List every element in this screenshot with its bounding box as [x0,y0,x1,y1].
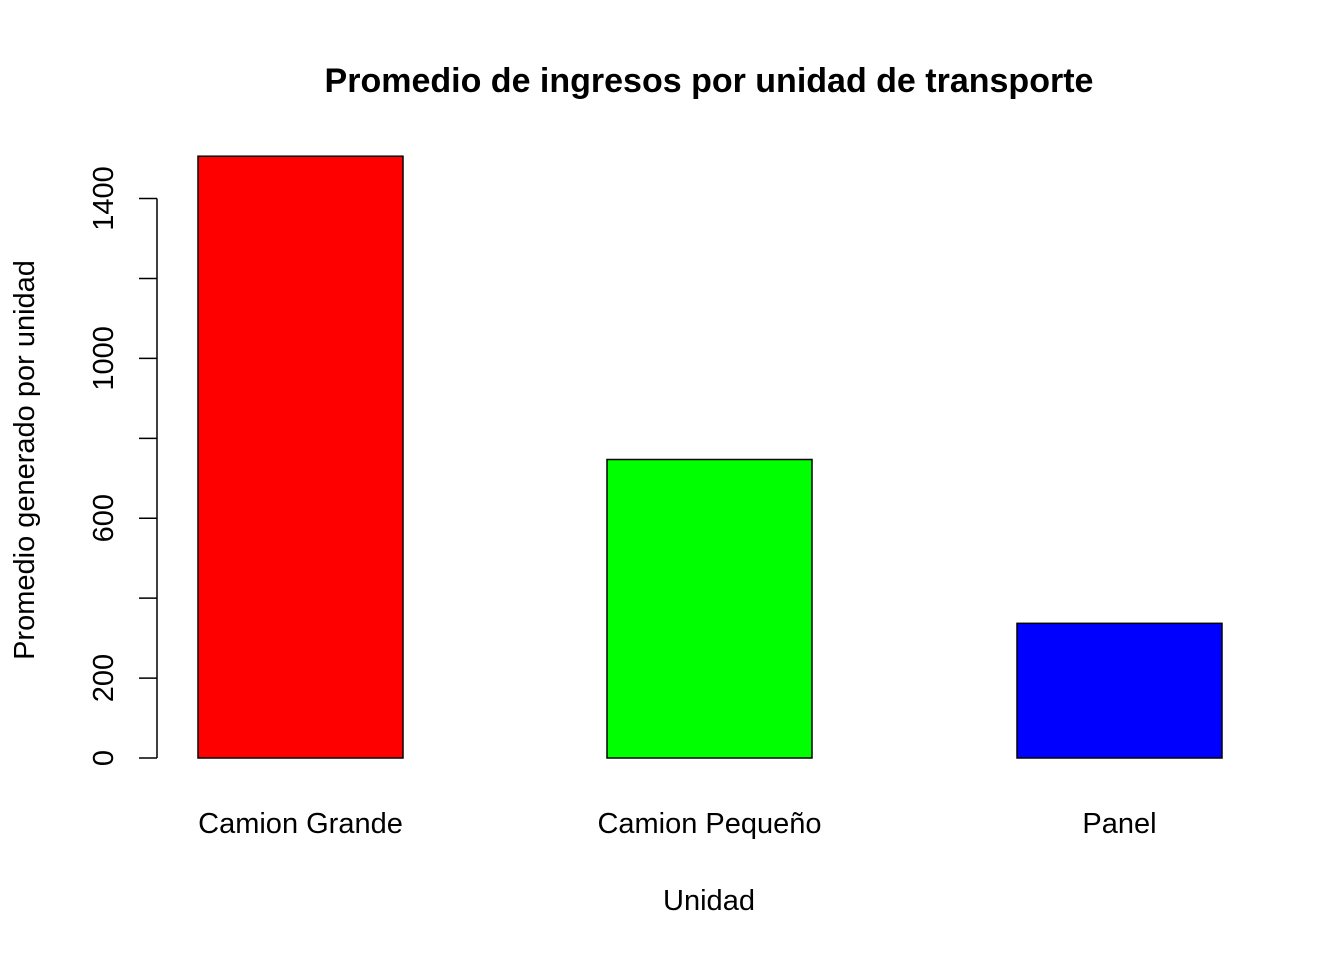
x-tick-label: Panel [1082,808,1156,840]
y-tick-label: 200 [88,654,120,702]
y-tick-label: 1400 [88,166,120,231]
y-axis-label: Promedio generado por unidad [9,260,41,660]
chart-title: Promedio de ingresos por unidad de trans… [325,62,1094,100]
y-tick-label: 1000 [88,326,120,391]
y-tick-label: 600 [88,494,120,542]
y-axis: 0 200 600 1000 1400 [88,166,158,766]
bars-group [197,155,1223,759]
x-tick-label: Camion Grande [198,808,403,840]
x-tick-label: Camion Pequeño [597,808,821,840]
bar [606,458,813,759]
bar [197,155,404,759]
x-tick-labels: Camion Grande Camion Pequeño Panel [198,808,1156,840]
bar [1016,622,1223,759]
x-axis-label: Unidad [663,885,755,917]
y-tick-label: 0 [88,750,120,766]
